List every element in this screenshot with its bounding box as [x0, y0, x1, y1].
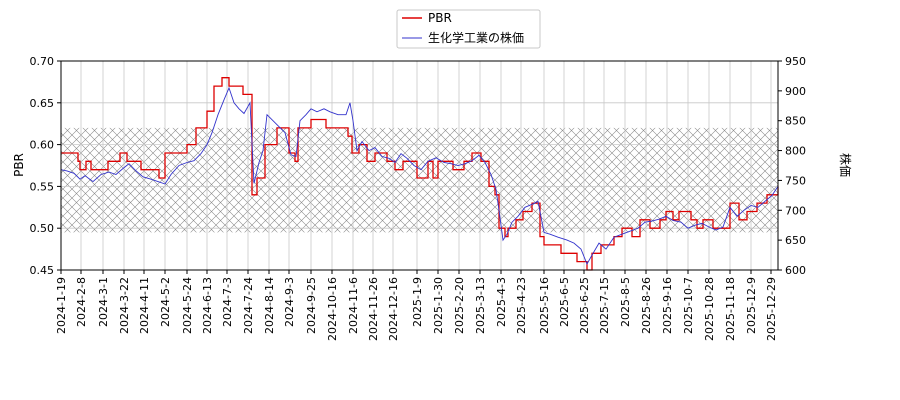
- legend-box: [396, 9, 541, 49]
- x-tick-label: 2024-8-14: [263, 277, 276, 334]
- x-tick-label: 2025-8-5: [619, 277, 632, 327]
- x-tick-label: 2024-5-2: [159, 277, 172, 327]
- y-left-tick-label: 0.45: [30, 264, 55, 277]
- y-axis-left-label: PBR: [12, 153, 26, 177]
- y-axis-left: 0.45 0.50 0.55 0.60 0.65 0.70: [30, 55, 61, 277]
- x-tick-label: 2025-11-18: [724, 277, 737, 341]
- y-right-tick-label: 950: [785, 55, 806, 68]
- x-tick-label: 2025-2-20: [453, 277, 466, 334]
- legend: PBR 生化学工業の株価: [396, 9, 541, 49]
- band-layer: [61, 127, 778, 233]
- y-left-tick-label: 0.50: [30, 222, 55, 235]
- x-tick-label: 2024-7-3: [221, 277, 234, 327]
- y-right-tick-label: 600: [785, 264, 806, 277]
- x-tick-label: 2024-4-11: [138, 277, 151, 334]
- x-tick-label: 2025-5-16: [538, 277, 551, 334]
- x-axis: 2024-1-19 2024-2-8 2024-3-1 2024-3-22 2024-4…: [55, 270, 778, 341]
- plot-border: [60, 60, 779, 271]
- x-tick-label: 2025-4-3: [495, 277, 508, 327]
- y-right-tick-label: 850: [785, 115, 806, 128]
- x-tick-label: 2025-6-25: [578, 277, 591, 334]
- x-tick-label: 2025-12-29: [765, 277, 778, 341]
- y-right-tick-label: 750: [785, 174, 806, 187]
- x-tick-label: 2024-6-13: [201, 277, 214, 334]
- x-tick-label: 2025-1-9: [411, 277, 424, 327]
- legend-label-pbr: PBR: [428, 11, 452, 25]
- x-tick-label: 2024-11-26: [367, 277, 380, 341]
- y-axis-right: 600 650 700 750 800 850 900 950: [778, 55, 806, 277]
- x-tick-label: 2024-10-16: [326, 277, 339, 341]
- x-tick-label: 2024-5-24: [181, 277, 194, 334]
- x-tick-label: 2025-10-7: [682, 277, 695, 334]
- x-tick-label: 2025-7-15: [598, 277, 611, 334]
- x-tick-label: 2025-3-13: [474, 277, 487, 334]
- y-left-tick-label: 0.55: [30, 180, 55, 193]
- x-tick-label: 2024-2-8: [75, 277, 88, 327]
- x-tick-label: 2025-4-23: [515, 277, 528, 334]
- x-tick-label: 2025-6-5: [558, 277, 571, 327]
- y-right-tick-label: 700: [785, 204, 806, 217]
- series-layer: [60, 77, 779, 271]
- series-line-stock-price: [60, 86, 779, 266]
- y-left-tick-label: 0.70: [30, 55, 55, 68]
- x-tick-label: 2025-10-28: [703, 277, 716, 341]
- x-tick-label: 2024-3-22: [118, 277, 131, 334]
- x-tick-label: 2025-12-9: [745, 277, 758, 334]
- x-tick-label: 2025-9-16: [661, 277, 674, 334]
- x-tick-label: 2024-1-19: [55, 277, 68, 334]
- y-left-tick-label: 0.60: [30, 139, 55, 152]
- x-tick-label: 2024-3-1: [97, 277, 110, 327]
- x-tick-label: 2024-9-3: [283, 277, 296, 327]
- x-tick-label: 2024-12-16: [387, 277, 400, 341]
- y-right-tick-label: 650: [785, 234, 806, 247]
- x-tick-label: 2024-7-24: [242, 277, 255, 334]
- y-right-tick-label: 900: [785, 85, 806, 98]
- y-axis-right-label-text: 株価: [838, 153, 853, 177]
- x-tick-label: 2025-1-30: [432, 277, 445, 334]
- hatched-band: [61, 127, 778, 233]
- x-tick-label: 2025-8-26: [640, 277, 653, 334]
- y-left-tick-label: 0.65: [30, 97, 55, 110]
- series-line-pbr: [61, 77, 779, 271]
- y-right-tick-label: 800: [785, 145, 806, 158]
- x-tick-label: 2024-9-25: [305, 277, 318, 334]
- legend-label-stock-price: 生化学工業の株価: [428, 30, 524, 45]
- plot-frame: [60, 60, 779, 271]
- x-tick-label: 2024-11-6: [347, 277, 360, 334]
- y-axis-right-label: 株価: [838, 153, 853, 177]
